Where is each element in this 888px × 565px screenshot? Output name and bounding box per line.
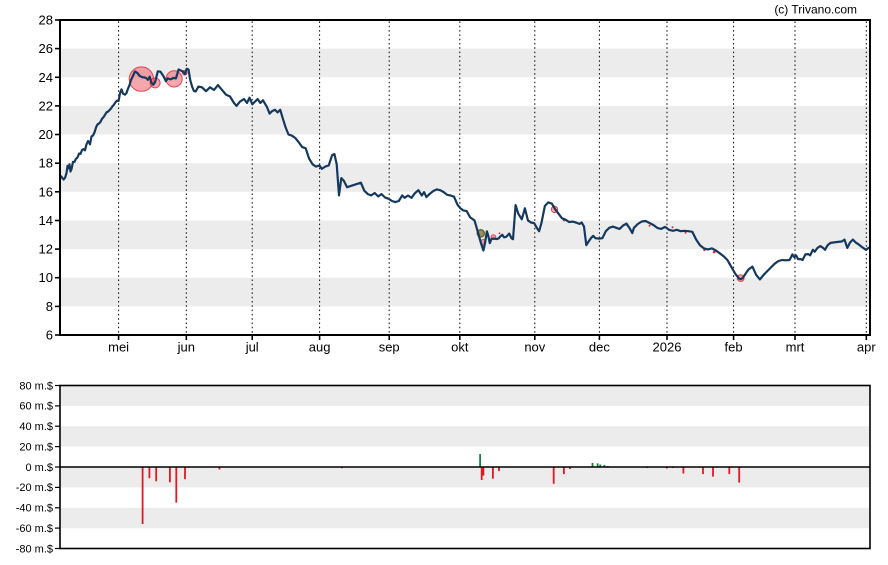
svg-text:dec: dec [589, 340, 610, 355]
svg-text:6: 6 [46, 328, 53, 343]
svg-text:-80 m.$: -80 m.$ [16, 543, 53, 555]
svg-text:nov: nov [524, 340, 545, 355]
svg-text:okt: okt [451, 340, 469, 355]
svg-text:24: 24 [39, 70, 53, 85]
svg-text:10: 10 [39, 270, 53, 285]
svg-text:apr: apr [857, 340, 876, 355]
svg-text:18: 18 [39, 156, 53, 171]
svg-text:0 m.$: 0 m.$ [25, 462, 53, 474]
svg-text:mei: mei [108, 340, 129, 355]
svg-text:28: 28 [39, 13, 53, 28]
svg-text:jul: jul [245, 340, 259, 355]
svg-text:60 m.$: 60 m.$ [19, 401, 53, 413]
svg-text:12: 12 [39, 242, 53, 257]
svg-text:2026: 2026 [653, 340, 682, 355]
svg-text:20: 20 [39, 127, 53, 142]
svg-text:-20 m.$: -20 m.$ [16, 482, 53, 494]
svg-text:(c) Trivano.com: (c) Trivano.com [774, 3, 857, 17]
svg-text:16: 16 [39, 184, 53, 199]
svg-text:jun: jun [177, 340, 195, 355]
svg-text:-60 m.$: -60 m.$ [16, 523, 53, 535]
svg-text:8: 8 [46, 299, 53, 314]
svg-text:feb: feb [725, 340, 743, 355]
svg-text:22: 22 [39, 98, 53, 113]
svg-text:sep: sep [379, 340, 400, 355]
svg-text:aug: aug [309, 340, 331, 355]
svg-text:-40 m.$: -40 m.$ [16, 503, 53, 515]
svg-text:mrt: mrt [786, 340, 805, 355]
svg-text:80 m.$: 80 m.$ [19, 380, 53, 392]
svg-text:20 m.$: 20 m.$ [19, 441, 53, 453]
svg-text:14: 14 [39, 213, 53, 228]
svg-text:26: 26 [39, 41, 53, 56]
svg-text:40 m.$: 40 m.$ [19, 421, 53, 433]
